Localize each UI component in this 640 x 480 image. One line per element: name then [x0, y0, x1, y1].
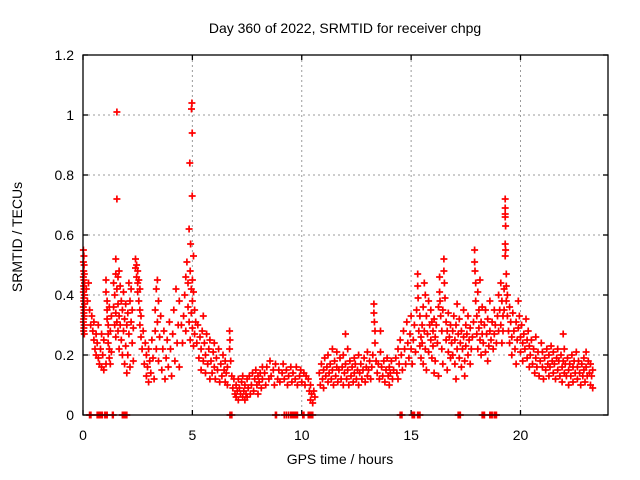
- x-tick-label: 10: [294, 427, 310, 443]
- data-points: [79, 99, 597, 419]
- plot-border: [82, 54, 609, 416]
- y-tick-label: 0.6: [55, 227, 75, 243]
- x-tick-label: 20: [513, 427, 529, 443]
- y-tick-label: 0: [66, 407, 74, 423]
- y-tick-label: 0.2: [55, 347, 75, 363]
- y-tick-label: 0.4: [55, 287, 75, 303]
- y-tick-label: 0.8: [55, 167, 75, 183]
- y-tick-label: 1: [66, 107, 74, 123]
- chart-title: Day 360 of 2022, SRMTID for receiver chp…: [209, 20, 481, 36]
- x-axis-label: GPS time / hours: [287, 451, 394, 467]
- x-tick-label: 5: [188, 427, 196, 443]
- tick-labels: 0 5 10 15 20 0 0.2 0.4 0.6 0.8 1 1.2: [55, 47, 529, 443]
- y-tick-label: 1.2: [55, 47, 75, 63]
- y-axis-label: SRMTID / TECUs: [9, 182, 25, 292]
- x-tick-label: 0: [79, 427, 87, 443]
- x-tick-label: 15: [403, 427, 419, 443]
